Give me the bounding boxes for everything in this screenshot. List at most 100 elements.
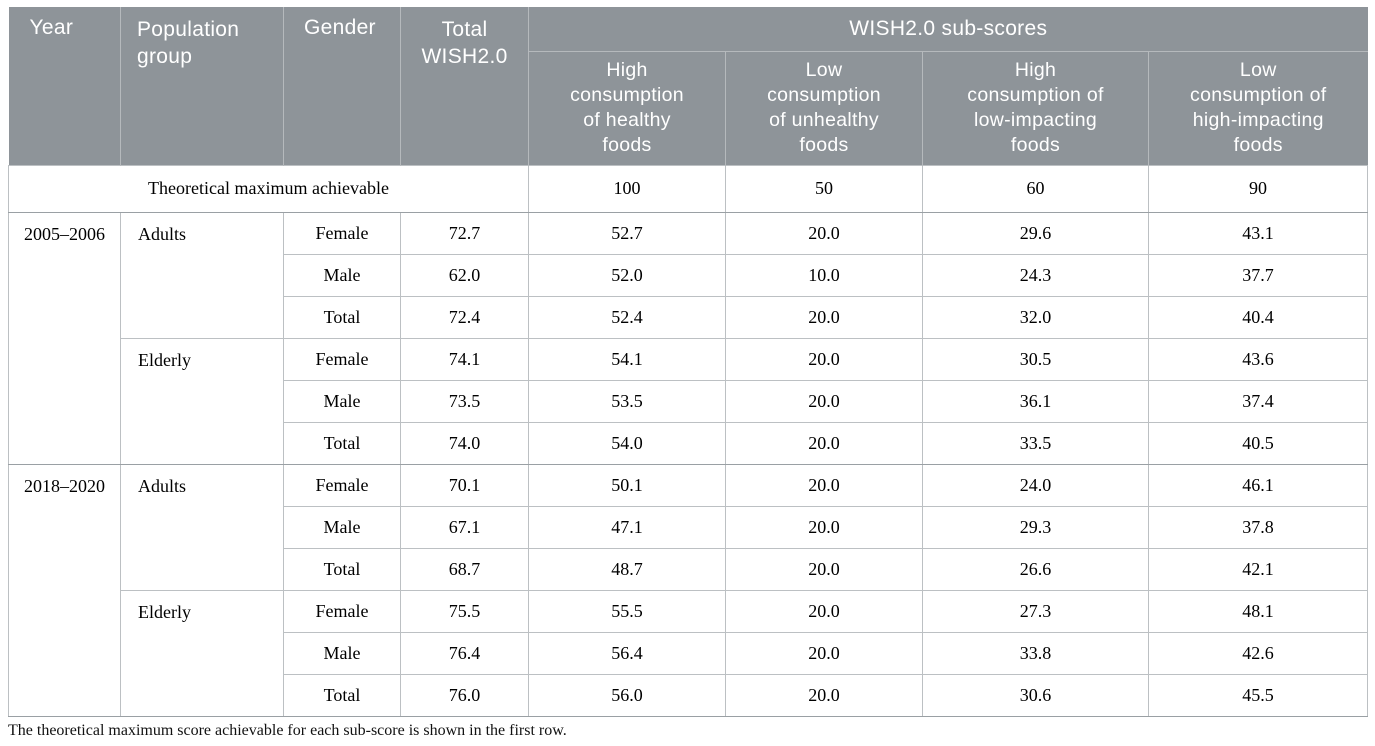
table-header: Year Population group Gender Total WISH2…	[8, 7, 1368, 165]
header-population-group: Population group	[120, 7, 284, 165]
value-low-impacting: 32.0	[922, 295, 1149, 339]
header-sub-unhealthy: Low consumption of unhealthy foods	[725, 51, 923, 165]
value-healthy: 54.0	[528, 421, 726, 465]
value-high-impacting: 43.6	[1147, 337, 1369, 381]
header-gender: Gender	[283, 7, 401, 165]
header-sub-high-impacting: Low consumption of high-impacting foods	[1147, 51, 1368, 165]
table-row: Male 62.0 52.0 10.0 24.3 37.7	[9, 253, 1369, 297]
total-cell: 74.1	[400, 337, 529, 381]
max-value-unhealthy: 50	[725, 164, 923, 213]
total-cell: 72.4	[400, 295, 529, 339]
year-cell: 2018–2020	[8, 463, 121, 717]
header-subscores-title: WISH2.0 sub-scores	[527, 7, 1368, 52]
value-unhealthy: 20.0	[725, 673, 923, 717]
value-healthy: 55.5	[528, 589, 726, 633]
gender-cell: Male	[283, 505, 401, 549]
value-low-impacting: 33.8	[922, 631, 1149, 675]
gender-cell: Female	[283, 463, 401, 507]
total-cell: 76.4	[400, 631, 529, 675]
value-unhealthy: 20.0	[725, 337, 923, 381]
header-sub-healthy: High consumption of healthy foods	[528, 51, 726, 165]
table-footnote: The theoretical maximum score achievable…	[8, 721, 567, 739]
value-healthy: 53.5	[528, 379, 726, 423]
value-healthy: 56.0	[528, 673, 726, 717]
group-cell: Adults	[120, 211, 284, 339]
value-healthy: 52.0	[528, 253, 726, 297]
value-high-impacting: 37.4	[1147, 379, 1369, 423]
value-unhealthy: 20.0	[725, 547, 923, 591]
gender-cell: Total	[283, 547, 401, 591]
value-healthy: 50.1	[528, 463, 726, 507]
table-row: Elderly Female 75.5 55.5 20.0 27.3 48.1	[9, 589, 1369, 717]
value-unhealthy: 10.0	[725, 253, 923, 297]
group-cell: Adults	[120, 463, 284, 591]
header-sub-low-impacting: High consumption of low-impacting foods	[922, 51, 1149, 165]
theoretical-max-row: Theoretical maximum achievable 100 50 60…	[8, 164, 1369, 213]
value-unhealthy: 20.0	[725, 295, 923, 339]
value-high-impacting: 37.7	[1147, 253, 1369, 297]
total-cell: 62.0	[400, 253, 529, 297]
gender-cell: Total	[283, 421, 401, 465]
gender-cell: Female	[283, 589, 401, 633]
gender-cell: Total	[283, 295, 401, 339]
table-row: Male 73.5 53.5 20.0 36.1 37.4	[9, 379, 1369, 423]
value-high-impacting: 37.8	[1147, 505, 1369, 549]
total-cell: 74.0	[400, 421, 529, 465]
group-cell: Elderly	[120, 589, 284, 717]
value-unhealthy: 20.0	[725, 589, 923, 633]
header-year: Year	[8, 7, 121, 165]
value-healthy: 47.1	[528, 505, 726, 549]
table-body: Theoretical maximum achievable 100 50 60…	[8, 164, 1369, 717]
total-cell: 68.7	[400, 547, 529, 591]
total-cell: 76.0	[400, 673, 529, 717]
value-low-impacting: 26.6	[922, 547, 1149, 591]
value-high-impacting: 46.1	[1147, 463, 1369, 507]
value-low-impacting: 30.6	[922, 673, 1149, 717]
value-low-impacting: 30.5	[922, 337, 1149, 381]
value-unhealthy: 20.0	[725, 379, 923, 423]
table-row: Total 76.0 56.0 20.0 30.6 45.5	[9, 673, 1369, 717]
table-row: Male 67.1 47.1 20.0 29.3 37.8	[9, 505, 1369, 549]
table-row: Male 76.4 56.4 20.0 33.8 42.6	[9, 631, 1369, 675]
table-row: Total 72.4 52.4 20.0 32.0 40.4	[9, 295, 1369, 339]
header-total-wish: Total WISH2.0	[400, 7, 529, 165]
max-value-low-impacting: 60	[922, 164, 1149, 213]
value-low-impacting: 33.5	[922, 421, 1149, 465]
table-row: 2005–2006 Adults Female 72.7 52.7 20.0 2…	[8, 211, 1369, 465]
value-low-impacting: 27.3	[922, 589, 1149, 633]
total-cell: 75.5	[400, 589, 529, 633]
value-unhealthy: 20.0	[725, 211, 923, 255]
max-row-label: Theoretical maximum achievable	[8, 164, 529, 213]
value-high-impacting: 40.5	[1147, 421, 1369, 465]
gender-cell: Male	[283, 631, 401, 675]
value-healthy: 48.7	[528, 547, 726, 591]
value-healthy: 52.4	[528, 295, 726, 339]
value-healthy: 54.1	[528, 337, 726, 381]
table-row: 2018–2020 Adults Female 70.1 50.1 20.0 2…	[8, 463, 1369, 717]
table-row: Elderly Female 74.1 54.1 20.0 30.5 43.6	[9, 337, 1369, 465]
gender-cell: Female	[283, 337, 401, 381]
value-unhealthy: 20.0	[725, 421, 923, 465]
value-high-impacting: 42.1	[1147, 547, 1369, 591]
value-high-impacting: 45.5	[1147, 673, 1369, 717]
wish-scores-table: Year Population group Gender Total WISH2…	[8, 7, 1369, 717]
value-unhealthy: 20.0	[725, 463, 923, 507]
total-cell: 67.1	[400, 505, 529, 549]
value-low-impacting: 36.1	[922, 379, 1149, 423]
total-cell: 72.7	[400, 211, 529, 255]
group-cell: Elderly	[120, 337, 284, 465]
value-high-impacting: 42.6	[1147, 631, 1369, 675]
gender-cell: Female	[283, 211, 401, 255]
value-high-impacting: 48.1	[1147, 589, 1369, 633]
table-row: Total 74.0 54.0 20.0 33.5 40.5	[9, 421, 1369, 465]
value-low-impacting: 29.6	[922, 211, 1149, 255]
value-high-impacting: 43.1	[1147, 211, 1369, 255]
gender-cell: Male	[283, 379, 401, 423]
value-high-impacting: 40.4	[1147, 295, 1369, 339]
value-low-impacting: 29.3	[922, 505, 1149, 549]
gender-cell: Total	[283, 673, 401, 717]
value-healthy: 52.7	[528, 211, 726, 255]
max-value-healthy: 100	[528, 164, 726, 213]
gender-cell: Male	[283, 253, 401, 297]
